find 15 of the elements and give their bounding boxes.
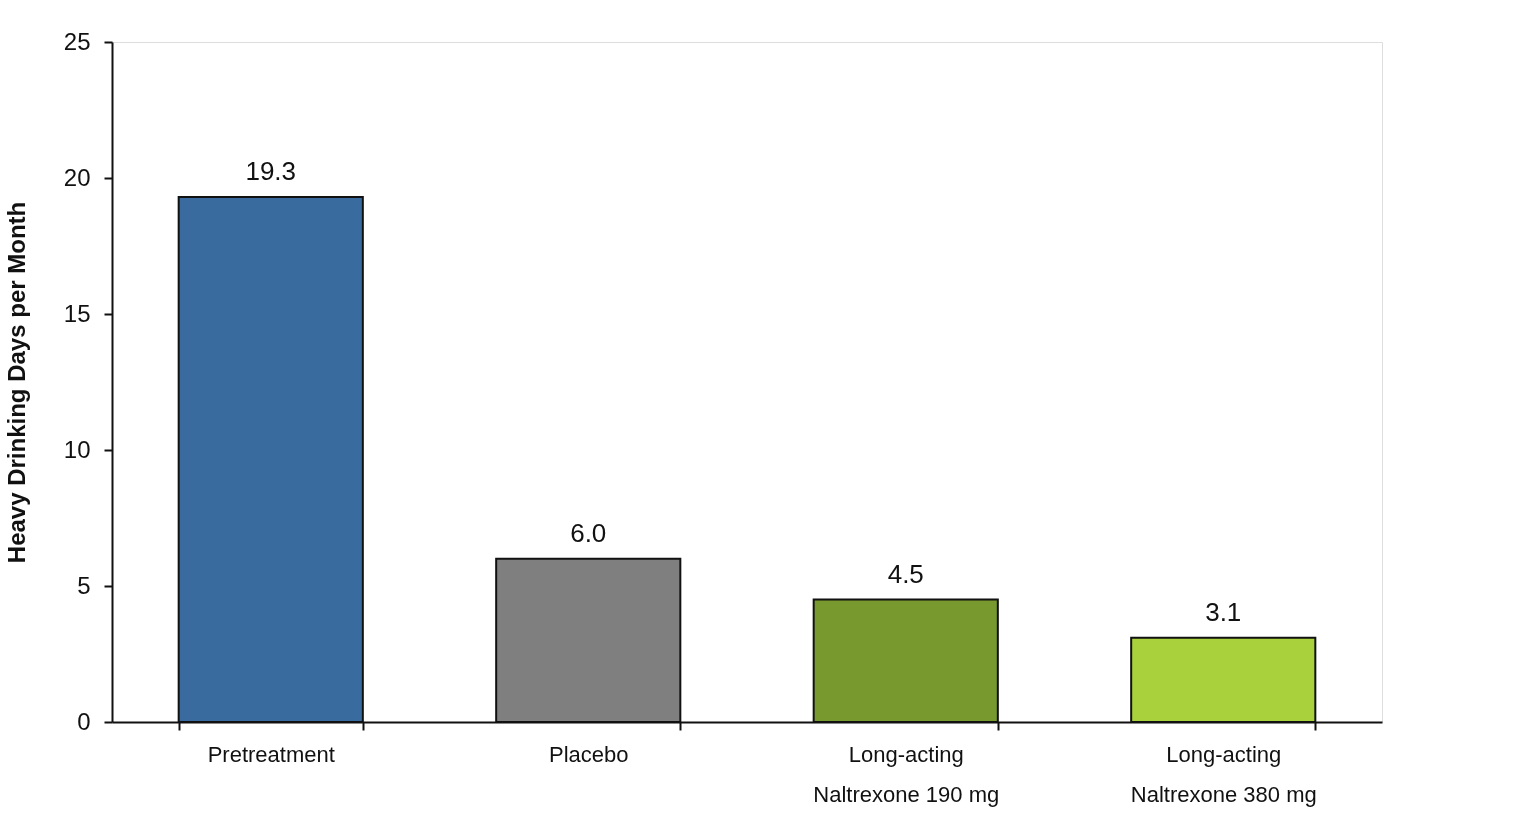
y-tick-label: 5 [77, 571, 91, 599]
x-tick-label: Pretreatment [207, 741, 335, 767]
data-label: 3.1 [1205, 596, 1242, 627]
x-tick-label: Placebo [548, 741, 629, 767]
data-label: 6.0 [570, 517, 607, 548]
y-tick-label: 25 [63, 27, 91, 55]
x-tick-label: Long-acting Naltrexone 190 mg [813, 741, 1000, 807]
y-tick-label: 20 [63, 163, 91, 191]
x-tick-label: Long-acting Naltrexone 380 mg [1130, 741, 1317, 807]
y-tick-label: 15 [63, 299, 91, 327]
y-tick-label: 10 [63, 435, 91, 463]
data-label: 4.5 [887, 558, 924, 589]
y-tick-label: 0 [77, 707, 91, 735]
data-label: 19.3 [245, 156, 297, 187]
y-axis-title: Heavy Drinking Days per Month [2, 201, 30, 564]
